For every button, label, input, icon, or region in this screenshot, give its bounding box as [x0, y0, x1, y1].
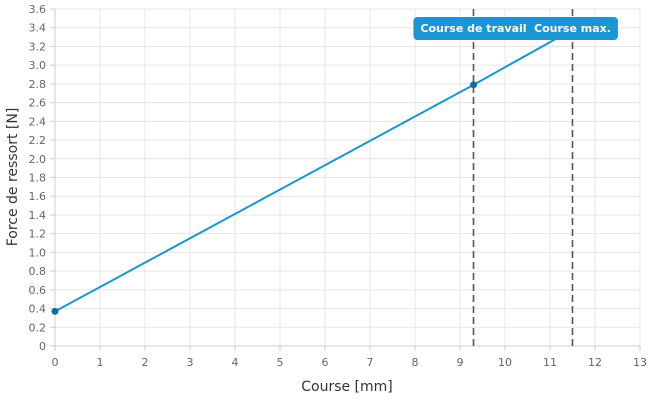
- x-tick-label: 3: [187, 356, 194, 369]
- x-tick-label: 5: [277, 356, 284, 369]
- series: [54, 28, 573, 313]
- reference-badges: Course de travail Course max.: [413, 17, 618, 40]
- reference-lines: [472, 9, 574, 346]
- x-tick-label: 8: [412, 356, 419, 369]
- badge-label: Course max.: [534, 22, 611, 35]
- data-point-marker: [51, 307, 59, 315]
- x-tick-label: 1: [97, 356, 104, 369]
- y-tick-label: 0: [39, 340, 46, 353]
- y-tick-label: 2.6: [29, 97, 47, 110]
- badge-label: Course de travail: [420, 22, 526, 35]
- y-tick-label: 3.4: [29, 22, 47, 35]
- y-tick-label: 1.4: [29, 209, 47, 222]
- y-tick-label: 0.2: [29, 321, 47, 334]
- y-tick-label: 2.8: [29, 78, 47, 91]
- reference-badge: Course de travail: [413, 17, 534, 40]
- x-tick-label: 10: [498, 356, 512, 369]
- x-tick-label: 2: [142, 356, 149, 369]
- y-tick-label: 2.0: [29, 153, 47, 166]
- series-line: [54, 28, 573, 313]
- y-tick-label: 1.0: [29, 246, 47, 259]
- x-tick-label: 7: [367, 356, 374, 369]
- y-axis-title: Force de ressort [N]: [5, 108, 21, 247]
- x-tick-label: 0: [52, 356, 59, 369]
- x-tick-label: 13: [633, 356, 647, 369]
- y-tick-label: 0.8: [29, 265, 47, 278]
- badge-background: [413, 17, 534, 40]
- data-point-marker: [470, 81, 477, 89]
- y-tick-label: 1.6: [29, 190, 47, 203]
- x-tick-label: 11: [543, 356, 557, 369]
- axes: [50, 8, 641, 351]
- y-tick-label: 0.4: [29, 303, 47, 316]
- y-tick-label: 1.2: [29, 228, 47, 241]
- y-tick-label: 3.2: [29, 40, 47, 53]
- y-tick-label: 1.8: [29, 172, 47, 185]
- badge-background: [527, 17, 618, 40]
- y-tick-label: 3.0: [29, 59, 47, 72]
- x-tick-label: 6: [322, 356, 329, 369]
- markers: [51, 81, 477, 315]
- y-tick-label: 2.2: [29, 134, 47, 147]
- tick-labels: 0 0.2 0.4 0.6 0.8 1.0 1.2 1.4 1.6 1.8 2.0 2.2 2.4 2.6…: [29, 3, 648, 369]
- grid: [54, 8, 641, 347]
- x-tick-label: 4: [232, 356, 239, 369]
- x-tick-label: 12: [588, 356, 602, 369]
- x-axis-title: Course [mm]: [301, 379, 393, 395]
- x-tick-label: 9: [457, 356, 464, 369]
- y-tick-label: 0.6: [29, 284, 47, 297]
- y-tick-label: 3.6: [29, 3, 47, 16]
- reference-badge: Course max.: [527, 17, 618, 40]
- y-tick-label: 2.4: [29, 115, 47, 128]
